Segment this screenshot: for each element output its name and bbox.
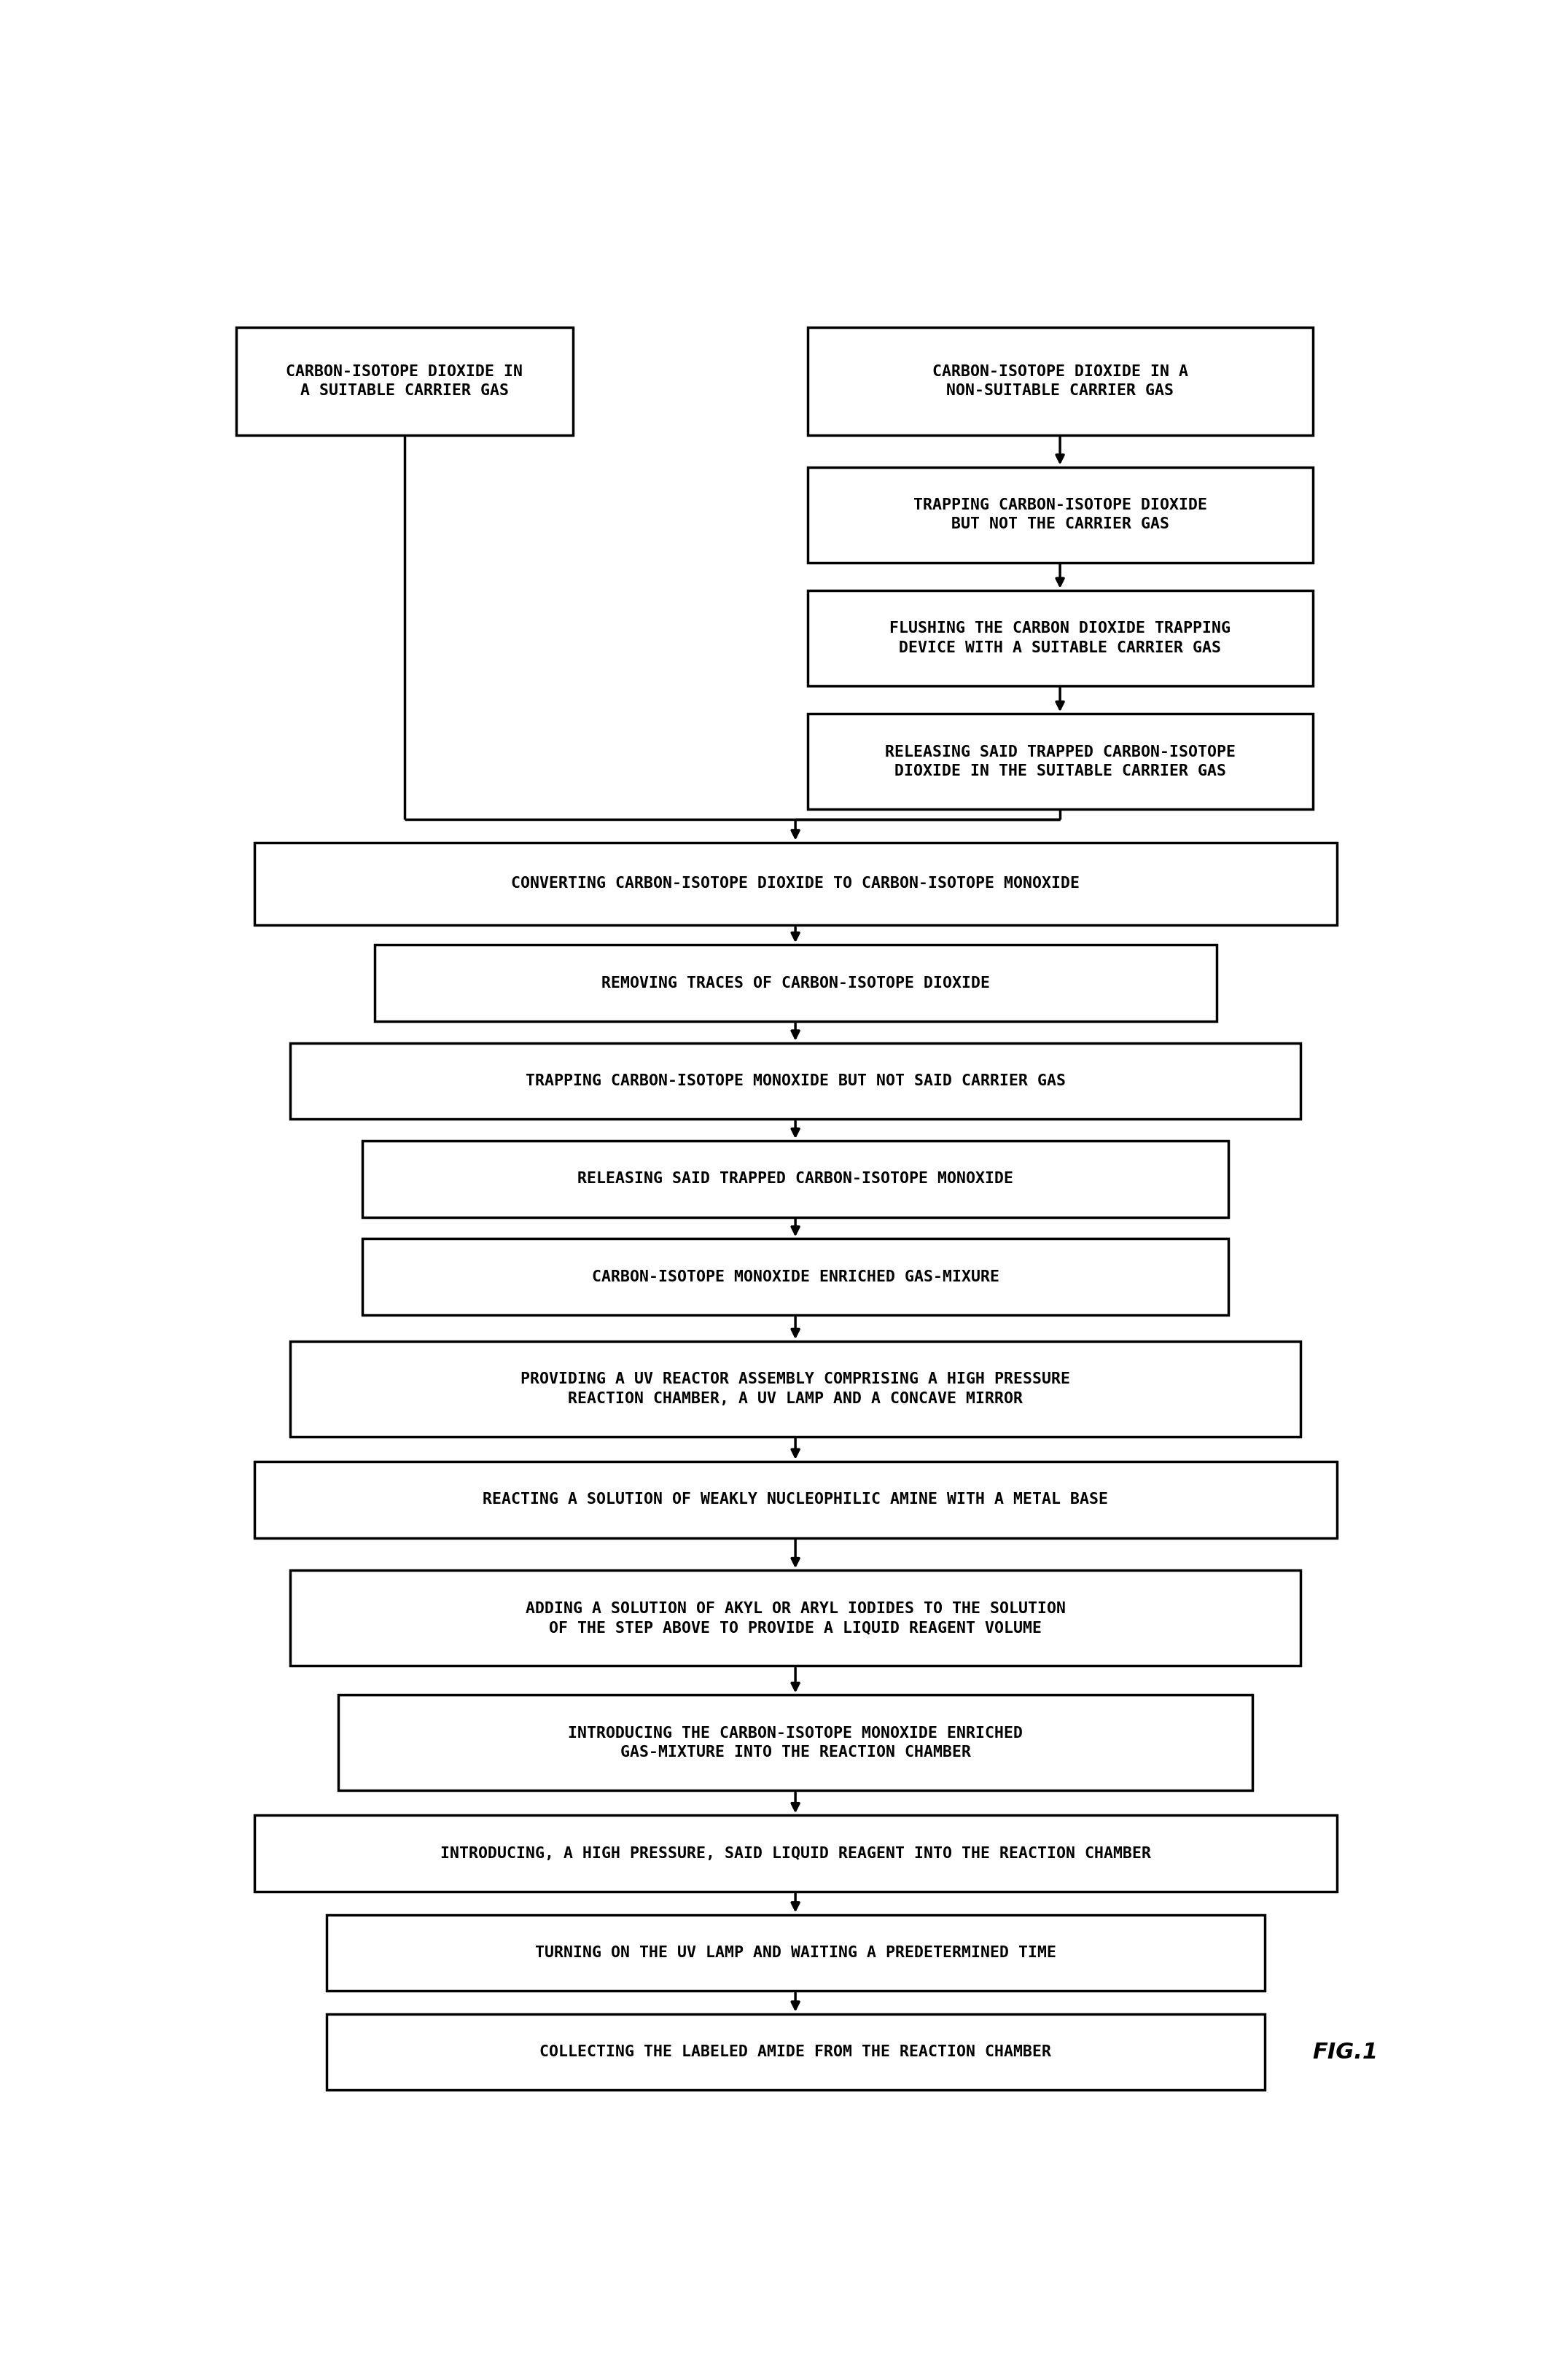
Text: INTRODUCING THE CARBON-ISOTOPE MONOXIDE ENRICHED
GAS-MIXTURE INTO THE REACTION C: INTRODUCING THE CARBON-ISOTOPE MONOXIDE … bbox=[568, 1726, 1023, 1759]
Text: REACTING A SOLUTION OF WEAKLY NUCLEOPHILIC AMINE WITH A METAL BASE: REACTING A SOLUTION OF WEAKLY NUCLEOPHIL… bbox=[483, 1492, 1108, 1507]
Bar bbox=[236, 326, 573, 436]
Text: CARBON-ISOTOPE MONOXIDE ENRICHED GAS-MIXURE: CARBON-ISOTOPE MONOXIDE ENRICHED GAS-MIX… bbox=[591, 1269, 999, 1285]
Text: REMOVING TRACES OF CARBON-ISOTOPE DIOXIDE: REMOVING TRACES OF CARBON-ISOTOPE DIOXID… bbox=[601, 976, 990, 990]
Bar bbox=[363, 1240, 1229, 1316]
Text: CONVERTING CARBON-ISOTOPE DIOXIDE TO CARBON-ISOTOPE MONOXIDE: CONVERTING CARBON-ISOTOPE DIOXIDE TO CAR… bbox=[511, 876, 1080, 890]
Text: TURNING ON THE UV LAMP AND WAITING A PREDETERMINED TIME: TURNING ON THE UV LAMP AND WAITING A PRE… bbox=[535, 1944, 1055, 1961]
Text: CARBON-ISOTOPE DIOXIDE IN
A SUITABLE CARRIER GAS: CARBON-ISOTOPE DIOXIDE IN A SUITABLE CAR… bbox=[286, 364, 523, 397]
Bar bbox=[290, 1571, 1301, 1666]
Text: RELEASING SAID TRAPPED CARBON-ISOTOPE
DIOXIDE IN THE SUITABLE CARRIER GAS: RELEASING SAID TRAPPED CARBON-ISOTOPE DI… bbox=[885, 745, 1235, 778]
Text: TRAPPING CARBON-ISOTOPE MONOXIDE BUT NOT SAID CARRIER GAS: TRAPPING CARBON-ISOTOPE MONOXIDE BUT NOT… bbox=[525, 1073, 1066, 1088]
Text: INTRODUCING, A HIGH PRESSURE, SAID LIQUID REAGENT INTO THE REACTION CHAMBER: INTRODUCING, A HIGH PRESSURE, SAID LIQUI… bbox=[441, 1847, 1150, 1861]
Bar bbox=[290, 1042, 1301, 1119]
Bar bbox=[807, 326, 1313, 436]
Bar bbox=[374, 945, 1217, 1021]
Bar bbox=[807, 466, 1313, 562]
Text: CARBON-ISOTOPE DIOXIDE IN A
NON-SUITABLE CARRIER GAS: CARBON-ISOTOPE DIOXIDE IN A NON-SUITABLE… bbox=[933, 364, 1187, 397]
Text: FLUSHING THE CARBON DIOXIDE TRAPPING
DEVICE WITH A SUITABLE CARRIER GAS: FLUSHING THE CARBON DIOXIDE TRAPPING DEV… bbox=[889, 621, 1231, 655]
Text: RELEASING SAID TRAPPED CARBON-ISOTOPE MONOXIDE: RELEASING SAID TRAPPED CARBON-ISOTOPE MO… bbox=[577, 1171, 1013, 1185]
Bar bbox=[255, 1461, 1336, 1537]
Text: TRAPPING CARBON-ISOTOPE DIOXIDE
BUT NOT THE CARRIER GAS: TRAPPING CARBON-ISOTOPE DIOXIDE BUT NOT … bbox=[913, 497, 1207, 531]
Bar bbox=[326, 1914, 1265, 1992]
Text: COLLECTING THE LABELED AMIDE FROM THE REACTION CHAMBER: COLLECTING THE LABELED AMIDE FROM THE RE… bbox=[540, 2044, 1051, 2059]
Bar bbox=[807, 590, 1313, 685]
Text: ADDING A SOLUTION OF AKYL OR ARYL IODIDES TO THE SOLUTION
OF THE STEP ABOVE TO P: ADDING A SOLUTION OF AKYL OR ARYL IODIDE… bbox=[525, 1602, 1066, 1635]
Text: PROVIDING A UV REACTOR ASSEMBLY COMPRISING A HIGH PRESSURE
REACTION CHAMBER, A U: PROVIDING A UV REACTOR ASSEMBLY COMPRISI… bbox=[520, 1371, 1071, 1407]
Bar bbox=[326, 2013, 1265, 2090]
Bar bbox=[290, 1342, 1301, 1438]
Bar bbox=[807, 714, 1313, 809]
Bar bbox=[363, 1140, 1229, 1216]
Text: FIG.1: FIG.1 bbox=[1313, 2042, 1378, 2063]
Bar bbox=[255, 843, 1336, 926]
Bar bbox=[338, 1695, 1252, 1790]
Bar bbox=[255, 1816, 1336, 1892]
